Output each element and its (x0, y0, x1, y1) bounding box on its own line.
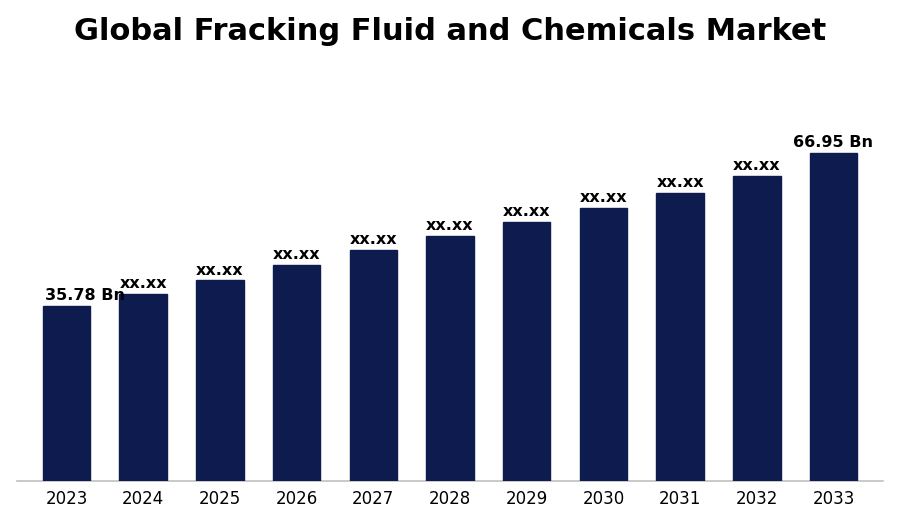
Text: 35.78 Bn: 35.78 Bn (45, 288, 125, 302)
Bar (273, 265, 320, 480)
Text: xx.xx: xx.xx (196, 262, 244, 278)
Bar (656, 193, 704, 480)
Text: xx.xx: xx.xx (503, 204, 551, 219)
Bar (810, 153, 858, 480)
Bar (427, 236, 473, 480)
Bar (42, 306, 90, 480)
Text: xx.xx: xx.xx (120, 276, 167, 291)
Text: xx.xx: xx.xx (427, 218, 473, 233)
Bar (349, 250, 397, 480)
Bar (580, 207, 627, 480)
Bar (120, 293, 167, 480)
Text: xx.xx: xx.xx (273, 247, 320, 262)
Bar (196, 280, 244, 480)
Text: xx.xx: xx.xx (580, 190, 627, 205)
Title: Global Fracking Fluid and Chemicals Market: Global Fracking Fluid and Chemicals Mark… (74, 17, 826, 46)
Text: xx.xx: xx.xx (733, 159, 780, 173)
Text: 66.95 Bn: 66.95 Bn (794, 135, 874, 150)
Bar (503, 222, 551, 480)
Text: xx.xx: xx.xx (656, 175, 704, 190)
Bar (733, 176, 780, 480)
Text: xx.xx: xx.xx (349, 232, 397, 247)
